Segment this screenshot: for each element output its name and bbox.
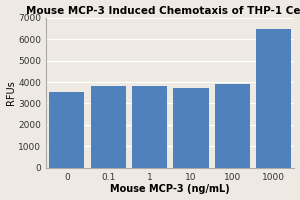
Bar — [256, 29, 291, 168]
Bar — [215, 84, 250, 168]
Bar — [132, 86, 167, 168]
X-axis label: Mouse MCP-3 (ng/mL): Mouse MCP-3 (ng/mL) — [110, 184, 230, 194]
Y-axis label: RFUs: RFUs — [6, 80, 16, 105]
Bar — [173, 88, 208, 168]
Bar — [91, 86, 126, 168]
Bar — [49, 92, 85, 168]
Title: Mouse MCP-3 Induced Chemotaxis of THP-1 Cells: Mouse MCP-3 Induced Chemotaxis of THP-1 … — [26, 6, 300, 16]
